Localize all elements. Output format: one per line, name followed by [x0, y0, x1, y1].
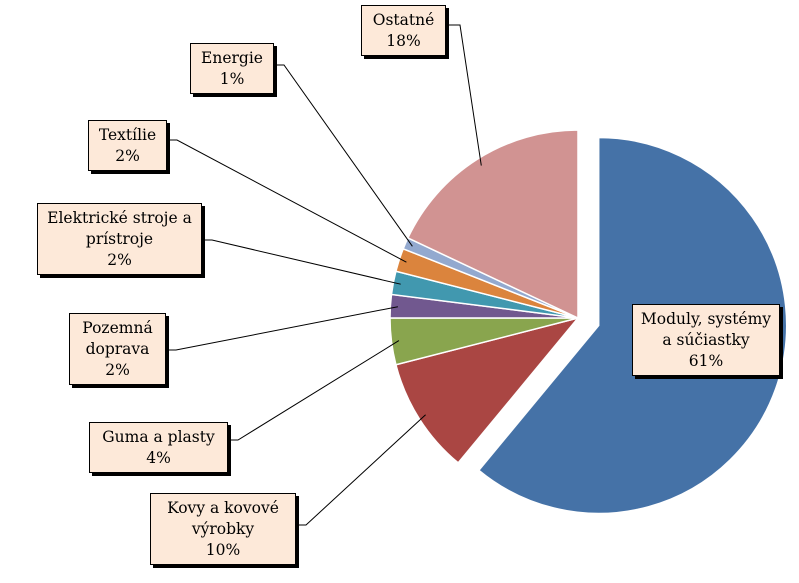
pie-slice	[406, 129, 579, 320]
data-label-text: prístroje	[85, 230, 154, 248]
data-label-text: výrobky	[191, 520, 255, 538]
data-label: Textílie 2%	[88, 120, 167, 171]
leader-line	[446, 24, 482, 166]
leader-line	[296, 414, 426, 526]
data-label: Moduly, systémy a súčiastky 61%	[632, 304, 780, 376]
data-label-value: 10%	[205, 541, 241, 559]
data-label: Guma a plasty 4%	[89, 422, 228, 473]
data-label-value: 2%	[115, 147, 140, 165]
data-label-value: 18%	[386, 32, 421, 50]
data-label-value: 2%	[105, 361, 130, 379]
data-label-value: 4%	[146, 449, 171, 467]
data-label-value: 2%	[107, 251, 132, 269]
data-label-value: 1%	[219, 70, 245, 88]
data-label: Ostatné 18%	[361, 5, 446, 56]
data-label-text: doprava	[85, 340, 150, 358]
data-label-text: Textílie	[98, 126, 157, 144]
data-label-text: Pozemná	[82, 319, 153, 337]
leader-lines	[166, 24, 482, 526]
data-label: Kovy a kovové výrobky 10%	[150, 493, 296, 565]
pie-slice	[394, 316, 581, 464]
data-label: Elektrické stroje a prístroje 2%	[37, 203, 202, 275]
data-label-text: Moduly, systémy	[640, 310, 772, 328]
leader-line	[228, 340, 400, 441]
leader-line	[166, 306, 398, 351]
data-label-text: a súčiastky	[662, 331, 750, 349]
data-label: Energie 1%	[190, 43, 274, 94]
data-label-text: Elektrické stroje a	[47, 209, 192, 227]
leader-line	[274, 64, 413, 247]
leader-line	[167, 139, 407, 263]
data-label-text: Guma a plasty	[102, 428, 215, 446]
leader-line	[202, 239, 401, 285]
data-label: Pozemná doprava 2%	[69, 313, 166, 385]
data-label-text: Kovy a kovové	[167, 499, 279, 517]
data-label-text: Energie	[201, 49, 263, 67]
data-label-text: Ostatné	[372, 11, 435, 29]
data-label-value: 61%	[688, 352, 724, 370]
